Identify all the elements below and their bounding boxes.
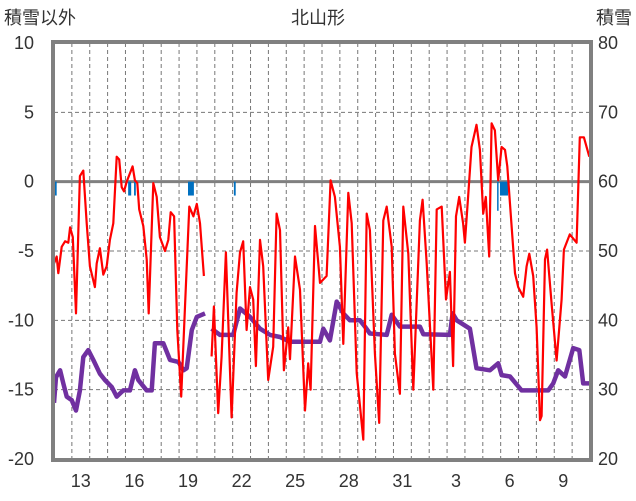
left-axis-title: 積雪以外 (4, 8, 76, 28)
bar (188, 181, 194, 196)
x-tick-label: 3 (451, 471, 461, 491)
right-tick-label: 80 (598, 33, 618, 53)
right-tick-label: 30 (598, 380, 618, 400)
temperature-line (210, 122, 591, 441)
snow-depth-line (210, 299, 590, 393)
left-tick-label: 5 (24, 102, 34, 122)
bar-series (54, 181, 508, 211)
bar (233, 181, 236, 196)
x-tick-label: 31 (392, 471, 412, 491)
line-series (51, 122, 591, 441)
bar (54, 181, 57, 196)
right-tick-label: 60 (598, 172, 618, 192)
right-tick-label: 70 (598, 102, 618, 122)
right-tick-label: 40 (598, 310, 618, 330)
chart-title: 北山形 (291, 8, 345, 28)
x-tick-label: 9 (558, 471, 568, 491)
temperature-line (52, 155, 205, 398)
left-tick-label: 10 (14, 33, 34, 53)
left-tick-label: -5 (18, 241, 34, 261)
x-tick-label: 6 (505, 471, 515, 491)
bar (497, 181, 499, 211)
plot-border (51, 40, 593, 462)
bar (128, 181, 132, 196)
left-tick-label: 0 (24, 172, 34, 192)
x-tick-label: 22 (232, 471, 252, 491)
x-tick-label: 19 (178, 471, 198, 491)
x-tick-label: 25 (285, 471, 305, 491)
left-tick-label: -15 (8, 380, 34, 400)
x-tick-label: 28 (339, 471, 359, 491)
right-tick-label: 50 (598, 241, 618, 261)
left-tick-label: -10 (8, 310, 34, 330)
gridlines (54, 43, 590, 459)
plot-frame (51, 40, 593, 462)
left-tick-label: -20 (8, 449, 34, 469)
right-tick-label: 20 (598, 449, 618, 469)
right-axis-title: 積雪 (596, 8, 632, 28)
bar (134, 181, 136, 196)
x-tick-label: 13 (71, 471, 91, 491)
bar (499, 181, 508, 196)
x-tick-label: 16 (124, 471, 144, 491)
